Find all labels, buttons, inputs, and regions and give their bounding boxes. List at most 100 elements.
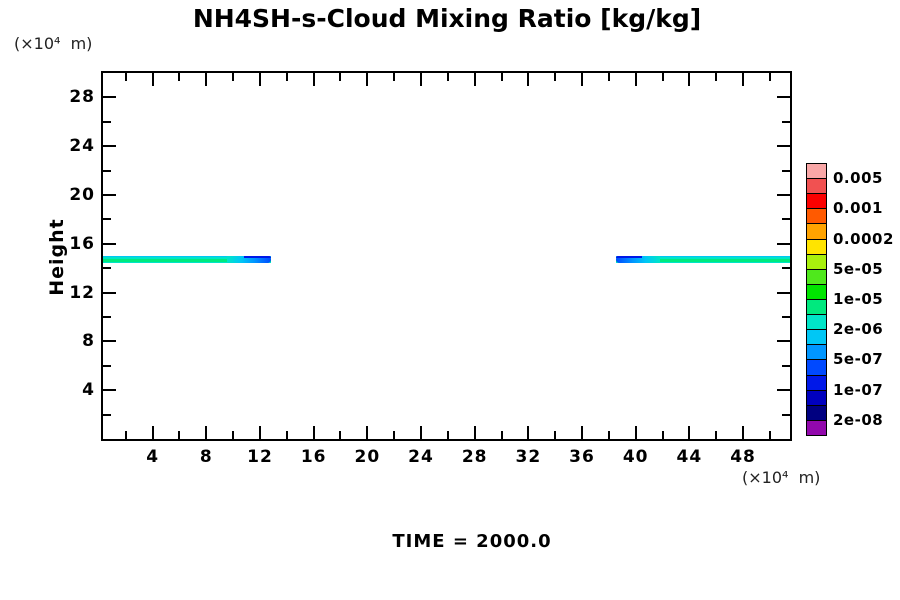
minor-tick-bottom (285, 431, 288, 439)
plot-area: 4 8 12 16 20 24 28 32 36 40 44 48 4 8 12 16 20 24 28 (69, 71, 792, 467)
minor-tick-left (103, 364, 111, 367)
major-tick-bottom (634, 426, 637, 439)
y-tick-label: 24 (69, 136, 95, 157)
x-tick-label: 12 (247, 447, 273, 467)
colorbar-cell-0 (806, 163, 827, 180)
major-tick-left (103, 242, 116, 245)
major-tick-top (527, 73, 530, 86)
y-tick-label: 12 (69, 282, 95, 303)
colorbar-cell-13 (806, 359, 827, 376)
x-tick-label: 8 (199, 447, 213, 467)
major-tick-top (634, 73, 637, 86)
colorbar-cell-1 (806, 178, 827, 195)
colorbar-label: 5e-05 (833, 259, 884, 278)
colorbar-label: 2e-06 (833, 320, 884, 339)
major-tick-right (777, 291, 790, 294)
colorbar-label: 0.0002 (833, 229, 894, 248)
minor-tick-top (661, 73, 664, 81)
y-axis-unit-label: (×10⁴ m) (14, 34, 93, 53)
colorbar-label: 5e-07 (833, 350, 884, 369)
colorbar-cell-7 (806, 268, 827, 285)
y-tick-label: 28 (69, 87, 95, 108)
colorbar-cell-5 (806, 238, 827, 255)
x-tick-label: 40 (622, 447, 649, 467)
major-tick-left (103, 389, 116, 392)
major-tick-bottom (581, 426, 584, 439)
minor-tick-bottom (339, 431, 342, 439)
minor-tick-right (782, 267, 790, 270)
colorbar-cell-2 (806, 193, 827, 210)
major-tick-top (205, 73, 208, 86)
x-tick-label: 20 (354, 447, 381, 467)
major-tick-top (581, 73, 584, 86)
major-tick-top (366, 73, 369, 86)
minor-tick-left (103, 267, 111, 270)
major-tick-top (151, 73, 154, 86)
minor-tick-top (446, 73, 449, 81)
x-tick-label: 32 (515, 447, 542, 467)
major-tick-bottom (258, 426, 261, 439)
major-tick-top (742, 73, 745, 86)
minor-tick-right (782, 218, 790, 221)
colorbar-cell-17 (806, 419, 827, 436)
minor-tick-top (554, 73, 557, 81)
y-tick-label: 8 (82, 331, 95, 352)
major-tick-left (103, 340, 116, 343)
x-tick-label: 28 (461, 447, 488, 467)
colorbar-label: 0.001 (833, 199, 883, 218)
minor-tick-top (500, 73, 503, 81)
colorbar-cell-16 (806, 404, 827, 421)
colorbar-cell-10 (806, 314, 827, 331)
right-cloud-band-tip-edge (615, 256, 642, 258)
major-tick-top (420, 73, 422, 86)
x-tick-label: 44 (676, 447, 703, 467)
y-tick-label: 4 (82, 380, 95, 401)
major-tick-right (777, 194, 790, 196)
major-tick-bottom (366, 426, 369, 439)
major-tick-bottom (312, 426, 315, 439)
colorbar-label: 0.005 (833, 169, 883, 188)
colorbar-cell-4 (806, 223, 827, 240)
major-tick-right (777, 340, 790, 343)
minor-tick-bottom (232, 431, 235, 439)
major-tick-bottom (688, 426, 691, 439)
major-tick-top (473, 73, 476, 86)
colorbar-label: 2e-08 (833, 410, 884, 429)
major-tick-top (688, 73, 691, 86)
minor-tick-left (103, 316, 111, 318)
x-axis-unit-label: (×10⁴ m) (742, 468, 821, 487)
colorbar-cell-6 (806, 253, 827, 270)
major-tick-bottom (151, 426, 154, 439)
x-tick-label: 48 (730, 447, 756, 467)
minor-tick-left (103, 218, 111, 221)
colorbar-cell-8 (806, 283, 827, 300)
major-tick-right (777, 145, 790, 148)
minor-tick-right (782, 316, 790, 318)
minor-tick-bottom (124, 431, 127, 439)
major-tick-left (103, 96, 116, 99)
minor-tick-bottom (500, 431, 503, 439)
minor-tick-top (285, 73, 288, 81)
major-tick-bottom (742, 426, 745, 439)
colorbar-label: 1e-07 (833, 380, 884, 399)
major-tick-right (777, 96, 790, 99)
minor-tick-top (232, 73, 235, 81)
minor-tick-right (782, 120, 790, 123)
minor-tick-top (715, 73, 718, 81)
colorbar-label: 1e-05 (833, 289, 884, 308)
major-tick-right (777, 242, 790, 245)
colorbar-cell-3 (806, 208, 827, 225)
major-tick-bottom (205, 426, 208, 439)
minor-tick-top (393, 73, 396, 81)
minor-tick-top (768, 73, 771, 81)
minor-tick-left (103, 169, 111, 172)
x-tick-label: 36 (569, 447, 595, 467)
major-tick-left (103, 145, 116, 148)
minor-tick-bottom (661, 431, 664, 439)
major-tick-top (312, 73, 315, 86)
right-cloud-band (615, 256, 790, 263)
minor-tick-left (103, 120, 111, 123)
left-cloud-band-tip (226, 256, 271, 263)
minor-tick-right (782, 413, 790, 416)
